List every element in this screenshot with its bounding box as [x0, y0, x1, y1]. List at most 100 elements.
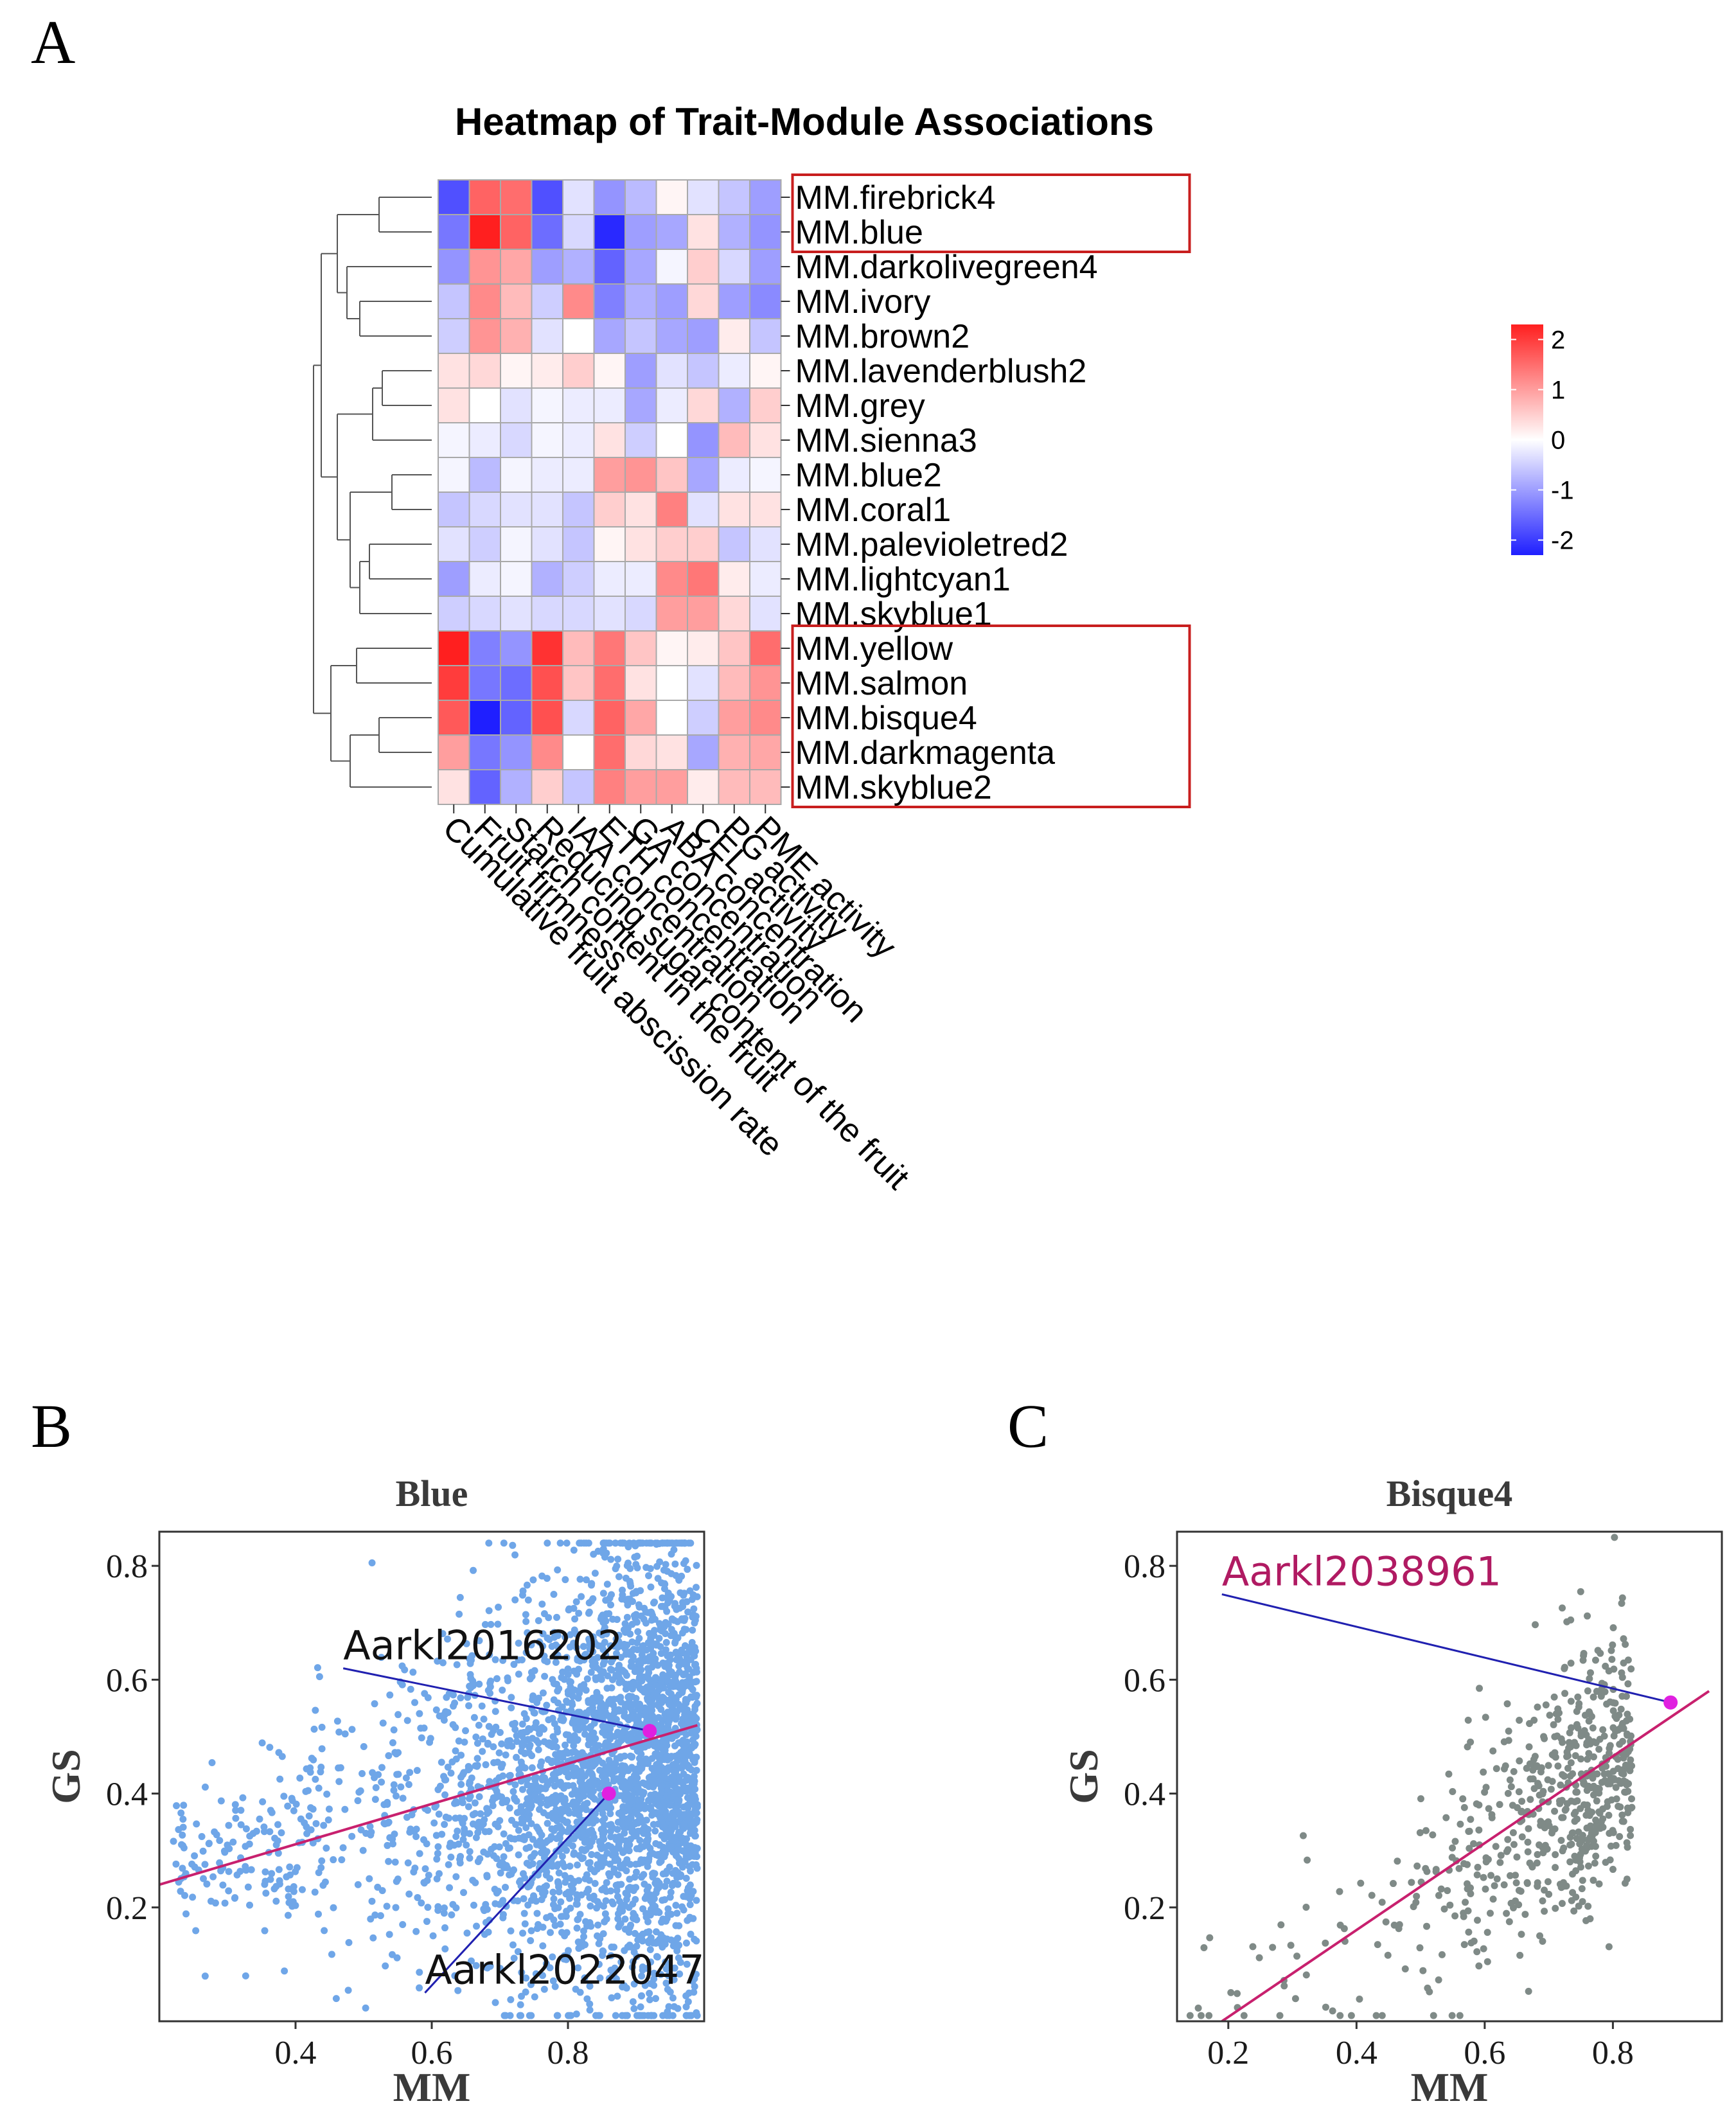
heatmap-cell	[438, 492, 470, 527]
heatmap-cell	[624, 179, 657, 215]
data-point	[442, 1813, 450, 1821]
heatmap-cell	[687, 318, 720, 354]
data-point	[562, 1633, 569, 1641]
data-point	[384, 1841, 391, 1849]
data-point	[457, 1751, 465, 1759]
data-point	[1569, 1829, 1577, 1837]
data-point	[581, 1724, 589, 1732]
data-point	[1422, 1827, 1430, 1834]
data-point	[608, 1994, 616, 2001]
data-point	[602, 1651, 610, 1659]
data-point	[549, 1714, 556, 1722]
data-point	[493, 1889, 500, 1897]
data-point	[424, 1904, 432, 1911]
data-point	[610, 1865, 618, 1873]
data-point	[651, 1870, 659, 1877]
data-point	[578, 1768, 585, 1776]
data-point	[529, 1892, 537, 1900]
data-point	[317, 1864, 325, 1872]
data-point	[1492, 1765, 1500, 1773]
data-point	[252, 1827, 260, 1835]
data-point	[689, 1626, 696, 1634]
data-point	[538, 1793, 545, 1801]
data-point	[489, 1802, 497, 1809]
data-point	[1618, 1811, 1626, 1819]
data-point	[379, 1719, 387, 1727]
data-point	[1527, 1796, 1534, 1803]
data-point	[572, 1985, 580, 1993]
row-label: MM.brown2	[795, 318, 970, 355]
data-point	[388, 1951, 396, 1958]
data-point	[664, 1962, 672, 1969]
data-point	[513, 1753, 520, 1761]
data-point	[639, 1642, 646, 1650]
data-point	[633, 1552, 641, 1560]
data-point	[529, 1860, 536, 1868]
data-point	[1464, 1885, 1471, 1893]
data-point	[634, 1819, 642, 1827]
data-point	[256, 1815, 263, 1823]
heatmap-cell	[562, 596, 595, 632]
heatmap-cell	[562, 630, 595, 666]
data-point	[645, 1928, 653, 1936]
data-point	[394, 1771, 402, 1778]
data-point	[590, 1656, 598, 1663]
data-point	[495, 1603, 502, 1611]
data-point	[661, 1746, 669, 1754]
data-point	[631, 1929, 639, 1937]
data-point	[675, 1954, 682, 1962]
data-point	[514, 1897, 522, 1905]
data-point	[613, 1887, 621, 1895]
data-point	[296, 1774, 304, 1782]
data-point	[180, 1802, 188, 1809]
row-label: MM.lavenderblush2	[795, 353, 1087, 390]
data-point	[653, 1953, 660, 1960]
data-point	[371, 1774, 378, 1782]
data-point	[601, 1766, 609, 1773]
heatmap-cell	[655, 769, 688, 805]
data-point	[360, 1742, 368, 1750]
heatmap-cell	[438, 179, 470, 215]
data-point	[633, 1942, 641, 1950]
data-point	[601, 1638, 608, 1646]
data-point	[1563, 1800, 1571, 1807]
data-point	[1500, 1738, 1508, 1746]
data-point	[1589, 1775, 1597, 1782]
heatmap-cell	[749, 179, 782, 215]
heatmap-row-labels: MM.firebrick4MM.blueMM.darkolivegreen4MM…	[781, 179, 1098, 806]
data-point	[1493, 1875, 1501, 1882]
data-point	[553, 1759, 561, 1767]
data-point	[515, 1827, 522, 1834]
data-point	[1408, 1879, 1415, 1886]
regression-line	[159, 1724, 698, 1886]
data-point	[1620, 1754, 1627, 1762]
data-point	[635, 1729, 642, 1737]
data-point	[275, 1866, 283, 1873]
data-point	[1467, 1816, 1475, 1823]
data-point	[1416, 1944, 1424, 1952]
data-point	[666, 1830, 674, 1838]
data-point	[660, 1580, 668, 1588]
heatmap-cell	[531, 596, 563, 632]
data-point	[1592, 1739, 1600, 1746]
data-point	[647, 1958, 655, 1966]
data-point	[1287, 1942, 1295, 1949]
data-point	[545, 1636, 553, 1643]
data-point	[1593, 1797, 1600, 1805]
data-point	[646, 1699, 653, 1706]
data-point	[1546, 1712, 1554, 1719]
data-point	[615, 1573, 623, 1581]
data-point	[599, 1930, 607, 1938]
heatmap-cell	[749, 214, 782, 250]
data-point	[211, 1828, 218, 1836]
data-point	[1572, 1809, 1579, 1816]
data-point	[312, 1775, 319, 1783]
data-point	[386, 1691, 394, 1699]
data-point	[614, 1893, 621, 1900]
data-point	[510, 1866, 518, 1873]
heatmap-cell	[624, 665, 657, 701]
data-point	[632, 1895, 639, 1903]
data-point	[522, 1649, 530, 1656]
data-point	[1628, 1795, 1636, 1803]
heatmap-cell	[562, 457, 595, 493]
